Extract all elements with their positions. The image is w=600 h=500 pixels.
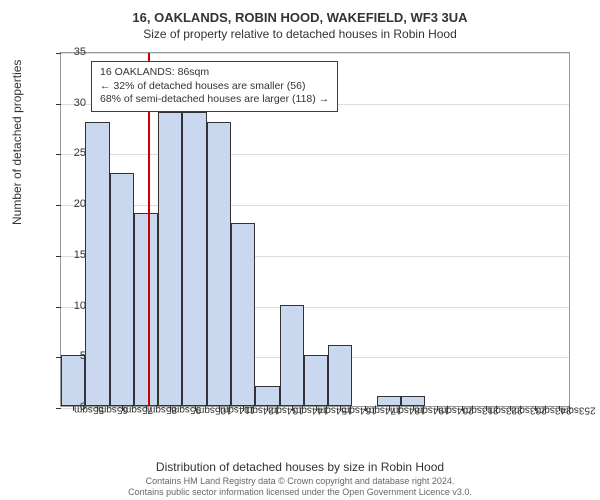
footer-line-2: Contains public sector information licen…	[0, 487, 600, 498]
callout-line-1: 16 OAKLANDS: 86sqm	[100, 66, 329, 80]
histogram-bar	[231, 223, 255, 406]
histogram-bar	[158, 112, 182, 406]
y-tick-label: 20	[46, 198, 86, 210]
y-tick-label: 35	[46, 46, 86, 58]
grid-line	[61, 53, 569, 54]
histogram-bar	[207, 122, 231, 406]
histogram-bar	[304, 355, 328, 406]
callout-line-2: ← 32% of detached houses are smaller (56…	[100, 80, 329, 94]
y-axis-label: Number of detached properties	[10, 60, 24, 225]
y-tick-label: 5	[46, 350, 86, 362]
grid-line	[61, 205, 569, 206]
y-tick-label: 15	[46, 249, 86, 261]
histogram-bar	[110, 173, 134, 406]
histogram-bar	[85, 122, 109, 406]
histogram-bar	[255, 386, 279, 406]
y-tick-label: 30	[46, 97, 86, 109]
histogram-bar	[182, 112, 206, 406]
histogram-bar	[61, 355, 85, 406]
x-axis-label: Distribution of detached houses by size …	[0, 460, 600, 474]
footer-attribution: Contains HM Land Registry data © Crown c…	[0, 476, 600, 498]
callout-line-3: 68% of semi-detached houses are larger (…	[100, 93, 329, 107]
callout-box: 16 OAKLANDS: 86sqm← 32% of detached hous…	[91, 61, 338, 112]
histogram-bar	[328, 345, 352, 406]
histogram-bar	[134, 213, 158, 406]
grid-line	[61, 154, 569, 155]
chart-title-sub: Size of property relative to detached ho…	[0, 27, 600, 41]
y-tick-label: 10	[46, 300, 86, 312]
y-tick-label: 25	[46, 147, 86, 159]
plot-area: 16 OAKLANDS: 86sqm← 32% of detached hous…	[60, 52, 570, 407]
chart-title-main: 16, OAKLANDS, ROBIN HOOD, WAKEFIELD, WF3…	[0, 0, 600, 25]
footer-line-1: Contains HM Land Registry data © Crown c…	[0, 476, 600, 487]
histogram-bar	[280, 305, 304, 406]
